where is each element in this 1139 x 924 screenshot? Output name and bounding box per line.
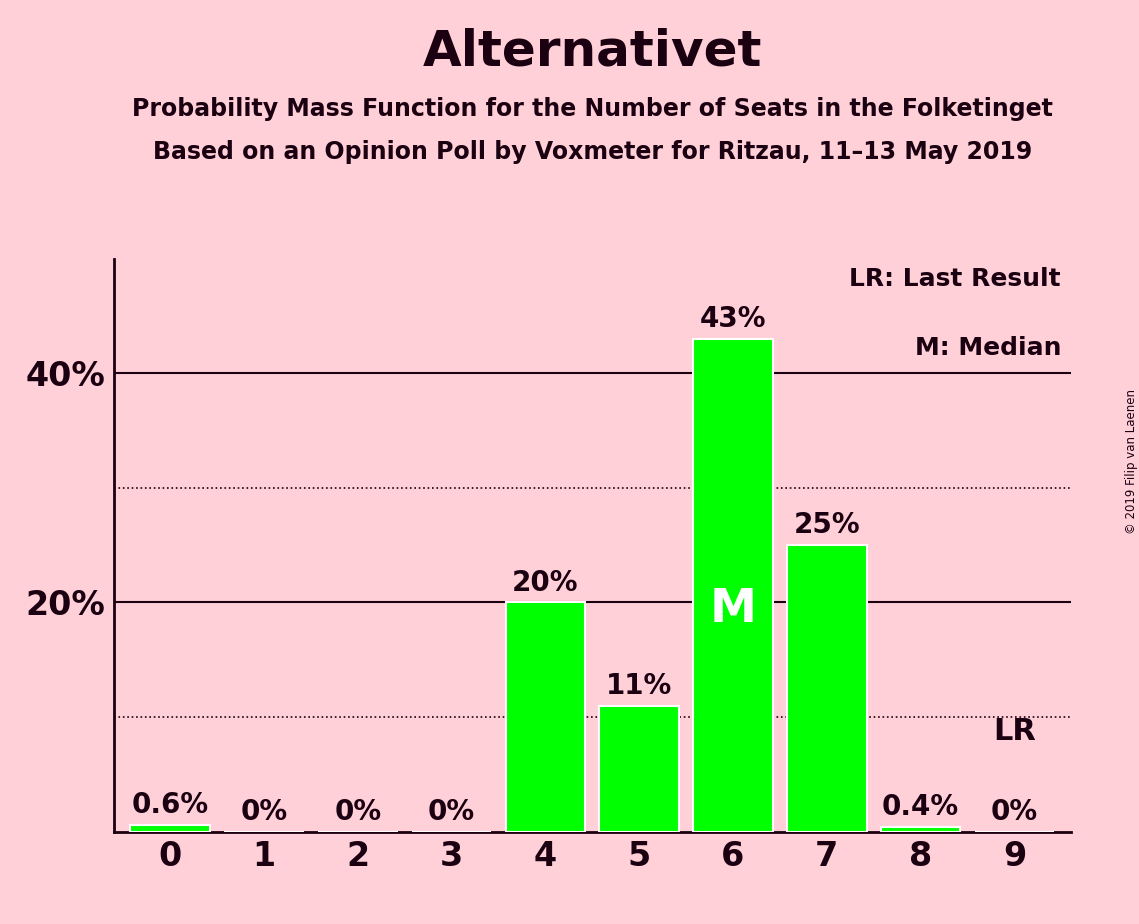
Text: 0%: 0% [334, 797, 382, 826]
Text: 43%: 43% [699, 305, 767, 334]
Bar [599, 706, 679, 832]
Bar [506, 602, 585, 832]
Text: 0.6%: 0.6% [132, 791, 208, 819]
Text: M: Median: M: Median [915, 336, 1062, 360]
Bar [787, 545, 867, 832]
Text: 0%: 0% [991, 797, 1038, 826]
Text: 0%: 0% [240, 797, 287, 826]
Text: LR: Last Result: LR: Last Result [850, 267, 1062, 291]
Text: 25%: 25% [794, 511, 860, 540]
Text: M: M [710, 588, 756, 632]
Text: Probability Mass Function for the Number of Seats in the Folketinget: Probability Mass Function for the Number… [132, 97, 1052, 121]
Text: LR: LR [993, 717, 1035, 746]
Text: 11%: 11% [606, 672, 672, 699]
Bar [694, 339, 773, 832]
Text: 20%: 20% [513, 568, 579, 597]
Bar [880, 827, 960, 832]
Text: 0.4%: 0.4% [882, 794, 959, 821]
Text: © 2019 Filip van Laenen: © 2019 Filip van Laenen [1124, 390, 1138, 534]
Bar [130, 825, 210, 832]
Text: Alternativet: Alternativet [423, 28, 762, 76]
Text: 0%: 0% [428, 797, 475, 826]
Text: Based on an Opinion Poll by Voxmeter for Ritzau, 11–13 May 2019: Based on an Opinion Poll by Voxmeter for… [153, 140, 1032, 164]
